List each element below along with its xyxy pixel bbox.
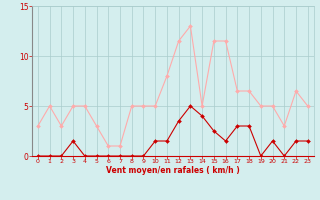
X-axis label: Vent moyen/en rafales ( km/h ): Vent moyen/en rafales ( km/h ) <box>106 166 240 175</box>
